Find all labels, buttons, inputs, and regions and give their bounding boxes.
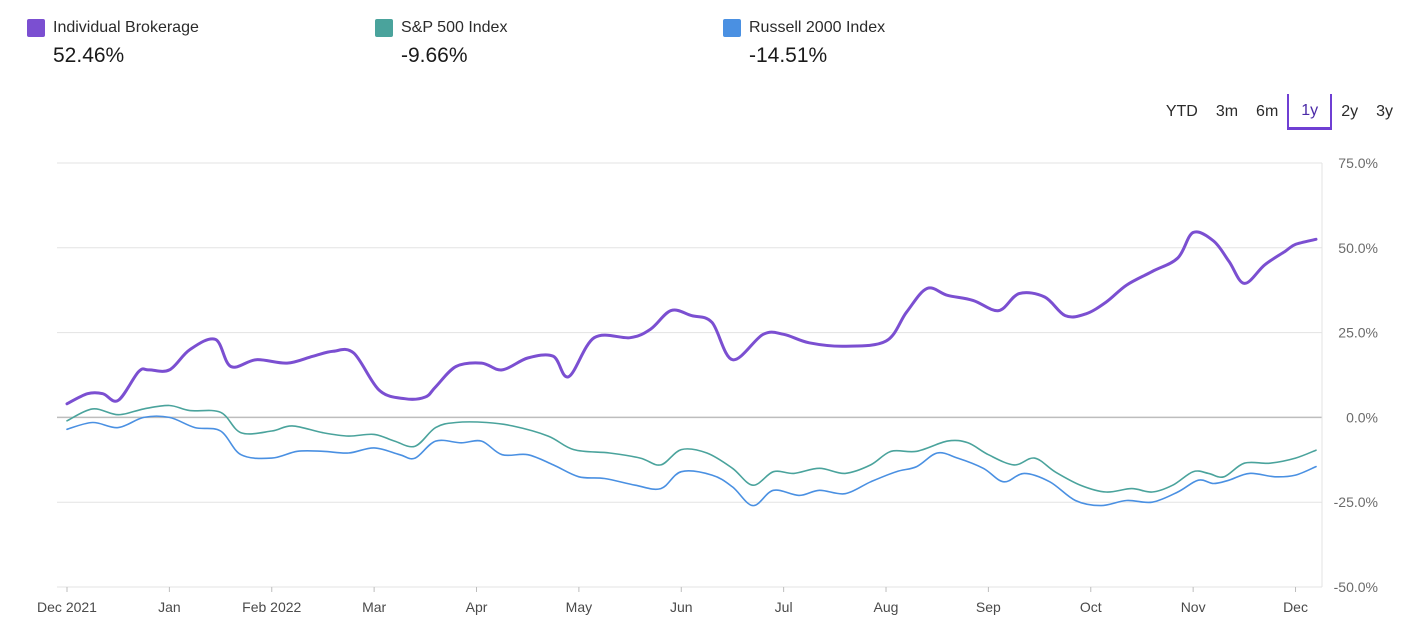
x-tick-label: Sep xyxy=(976,599,1001,615)
range-button-2y[interactable]: 2y xyxy=(1341,103,1359,120)
legend-value: -9.66% xyxy=(401,44,468,67)
x-tick-label: Jul xyxy=(775,599,793,615)
x-tick-label: Apr xyxy=(466,599,488,615)
y-tick-label: 75.0% xyxy=(1338,155,1378,171)
range-button-ytd[interactable]: YTD xyxy=(1165,103,1198,120)
y-tick-label: 25.0% xyxy=(1338,325,1378,341)
x-tick-label: Dec xyxy=(1283,599,1308,615)
x-tick-label: Oct xyxy=(1080,599,1102,615)
legend-item-sp500[interactable]: S&P 500 Index -9.66% xyxy=(375,18,508,67)
range-button-3y[interactable]: 3y xyxy=(1376,103,1393,120)
legend-swatch-icon xyxy=(375,19,393,37)
x-tick-label: Dec 2021 xyxy=(37,599,97,615)
x-tick-label: Jan xyxy=(158,599,181,615)
legend-swatch-icon xyxy=(723,19,741,37)
x-tick-label: Mar xyxy=(362,599,386,615)
time-range-selector: YTD 3m 6m 1y 2y 3y xyxy=(1157,94,1402,130)
series-line-s-p-500-index xyxy=(66,404,1317,493)
x-tick-label: May xyxy=(566,599,592,615)
range-button-3m[interactable]: 3m xyxy=(1215,103,1239,120)
series-line-individual-brokerage xyxy=(65,230,1318,406)
x-tick-label: Aug xyxy=(874,599,899,615)
legend-label: S&P 500 Index xyxy=(401,19,508,36)
range-button-6m[interactable]: 6m xyxy=(1256,103,1279,120)
legend-item-russell2000[interactable]: Russell 2000 Index -14.51% xyxy=(723,18,886,67)
x-tick-label: Jun xyxy=(670,599,693,615)
legend-label: Individual Brokerage xyxy=(53,19,199,36)
y-tick-label: 50.0% xyxy=(1338,240,1378,256)
y-tick-label: -25.0% xyxy=(1334,494,1378,510)
legend-value: 52.46% xyxy=(53,44,125,67)
series-line-russell-2000-index xyxy=(66,415,1317,507)
y-tick-label: 0.0% xyxy=(1346,409,1378,425)
legend-value: -14.51% xyxy=(749,44,828,67)
x-tick-label: Feb 2022 xyxy=(242,599,301,615)
legend-swatch-icon xyxy=(27,19,45,37)
x-tick-label: Nov xyxy=(1181,599,1206,615)
legend-label: Russell 2000 Index xyxy=(749,19,886,36)
y-tick-label: -50.0% xyxy=(1334,579,1378,595)
range-button-1y[interactable]: 1y xyxy=(1287,94,1333,130)
legend-item-individual-brokerage[interactable]: Individual Brokerage 52.46% xyxy=(27,18,199,67)
